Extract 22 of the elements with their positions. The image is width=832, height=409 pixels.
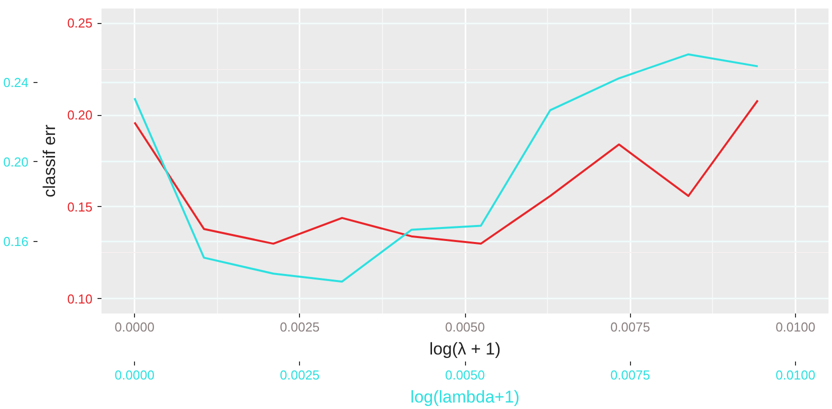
- line-series: [134, 99, 759, 245]
- x-axis-title: log(λ + 1): [429, 340, 501, 358]
- x2-tick-label: 0.0050: [445, 368, 485, 382]
- x2-tick-label: 0.0075: [610, 368, 650, 382]
- x-tick-label: 0.0050: [445, 320, 485, 334]
- y-tick-label: 0.25: [67, 16, 93, 31]
- x-tick-label: 0.0100: [776, 320, 816, 334]
- y2-tick-label: 0.16: [3, 234, 29, 250]
- x2-axis-title: log(lambda+1): [410, 388, 520, 406]
- x-tick-label: 0.0075: [610, 320, 650, 334]
- x-tick-label: 0.0000: [114, 320, 154, 334]
- y-tick-label: 0.10: [67, 291, 93, 306]
- x2-tick-label: 0.0025: [280, 368, 320, 382]
- y-tick-label: 0.20: [67, 108, 93, 123]
- x2-tick-label: 0.0000: [114, 368, 154, 382]
- y-axis-title: classif err: [40, 124, 60, 198]
- line-series: [134, 53, 759, 283]
- x2-tick-label: 0.0100: [776, 368, 816, 382]
- y-tick-label: 0.15: [67, 199, 93, 214]
- x-tick-label: 0.0025: [280, 320, 320, 334]
- y2-tick-label: 0.24: [3, 74, 29, 90]
- y2-tick-label: 0.20: [3, 154, 29, 170]
